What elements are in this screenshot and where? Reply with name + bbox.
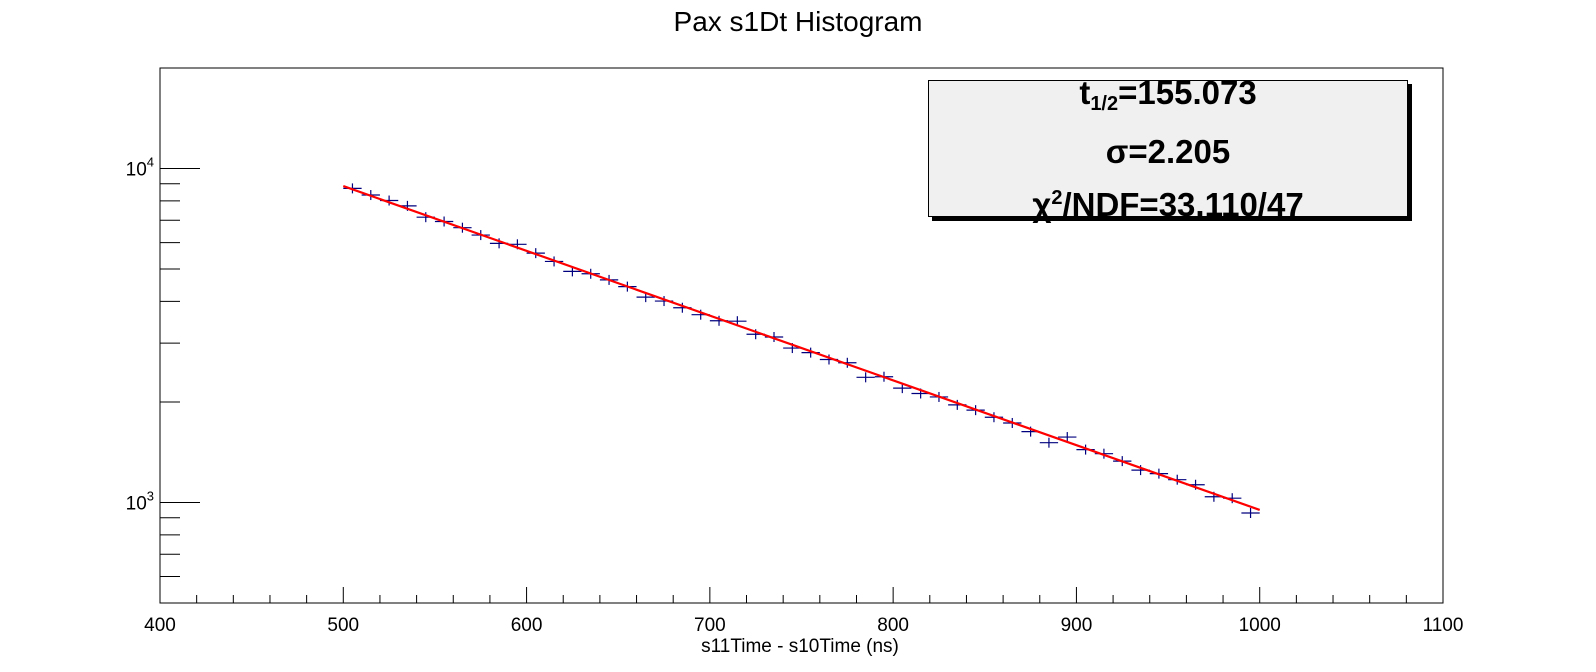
data-point bbox=[1058, 432, 1077, 443]
x-tick-label: 1000 bbox=[1239, 615, 1281, 636]
chi2-superscript: 2 bbox=[1051, 187, 1063, 209]
halflife-stat: t1/2=155.073 bbox=[1079, 69, 1256, 128]
chi2-value: /NDF=33.110/47 bbox=[1062, 186, 1304, 223]
x-tick-label: 500 bbox=[327, 615, 359, 636]
halflife-subscript: 1/2 bbox=[1090, 93, 1119, 115]
data-point bbox=[1241, 507, 1260, 518]
y-tick-label: 104 bbox=[126, 155, 154, 181]
sigma-stat: σ=2.205 bbox=[1105, 133, 1231, 170]
halflife-value: =155.073 bbox=[1118, 74, 1257, 111]
x-axis-label: s11Time - s10Time (ns) bbox=[701, 636, 899, 657]
plot-frame bbox=[159, 67, 1444, 604]
data-point bbox=[856, 372, 875, 383]
x-tick-label: 700 bbox=[694, 615, 726, 636]
fit-line bbox=[342, 185, 1261, 511]
data-point bbox=[893, 383, 912, 394]
halflife-prefix: t bbox=[1079, 74, 1091, 111]
x-tick-label: 900 bbox=[1061, 615, 1093, 636]
x-axis: 400 500 600 700 800 900 1000 1100 bbox=[144, 587, 1463, 636]
chi2-prefix: χ bbox=[1032, 186, 1052, 223]
fit-stats-box: t1/2=155.073 σ=2.205 χ2/NDF=33.110/47 bbox=[928, 74, 1408, 223]
data-point bbox=[1039, 437, 1059, 448]
x-tick-label: 400 bbox=[144, 615, 176, 636]
x-tick-label: 1100 bbox=[1423, 615, 1464, 636]
chart-title: Pax s1Dt Histogram bbox=[674, 6, 923, 37]
x-tick-label: 800 bbox=[877, 615, 909, 636]
y-tick-label: 103 bbox=[126, 488, 154, 514]
chi2-stat: χ2/NDF=33.110/47 bbox=[1032, 175, 1303, 228]
y-axis: 103 104 bbox=[126, 67, 200, 604]
fit-line-group bbox=[342, 185, 1261, 511]
x-tick-label: 600 bbox=[511, 615, 543, 636]
